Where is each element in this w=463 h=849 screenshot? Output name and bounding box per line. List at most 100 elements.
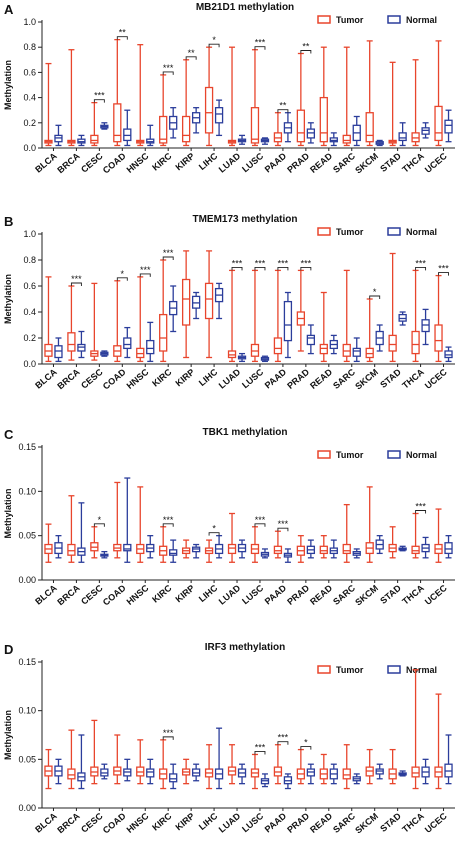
box [365,112,374,143]
y-tick-label: 0.8 [23,255,36,265]
box [444,542,453,555]
y-axis-label: Methylation [3,274,13,324]
box [411,766,420,778]
x-tick-label: LUAD [217,583,243,607]
x-tick-label: CESC [79,367,105,391]
x-tick-label: PRAD [285,811,311,835]
significance-label: *** [71,274,82,284]
y-tick-label: 0.00 [18,803,36,813]
x-tick-label: UCEC [423,151,449,175]
x-tick-label: KIRC [150,151,174,173]
chart-title: TBK1 methylation [202,427,287,438]
x-tick-label: SARC [331,583,357,607]
x-tick-label: HNSC [125,367,151,391]
x-tick-label: PAAD [263,367,289,391]
significance-label: *** [255,742,266,752]
legend-swatch [317,15,331,24]
significance-bracket [254,266,266,271]
box [434,105,443,142]
significance-label: * [121,269,125,279]
x-tick-label: SKCM [353,583,380,608]
box [204,86,214,134]
x-tick-label: BLCA [33,811,59,835]
box [123,543,132,552]
box [146,768,155,778]
significance-bracket [70,282,82,286]
legend-label: Normal [406,665,437,675]
box [352,347,361,357]
box [67,543,76,556]
box [434,324,443,352]
box [169,773,178,783]
significance-bracket [254,751,266,755]
x-tick-label: KIRC [150,583,174,605]
x-tick-label: STAD [378,151,403,174]
legend-label: Tumor [336,665,364,675]
x-tick-label: UCEC [423,811,449,835]
box [250,107,260,144]
x-tick-label: UCEC [423,583,449,607]
x-tick-label: KIRP [174,583,197,604]
x-tick-label: READ [308,583,334,607]
legend-label: Normal [406,15,437,25]
x-tick-label: LUAD [217,811,243,835]
y-tick-label: 0.4 [23,93,36,103]
significance-bracket [185,56,197,60]
x-tick-label: READ [308,367,334,391]
x-tick-label: LIHC [197,811,220,832]
box [146,339,155,355]
x-tick-label: THCA [400,151,426,175]
y-axis-label: Methylation [3,488,13,538]
x-tick-label: PRAD [285,367,311,391]
significance-bracket [162,523,174,527]
significance-label: *** [278,733,289,743]
x-tick-label: BLCA [33,151,59,175]
significance-bracket [231,266,243,271]
box [365,347,374,359]
significance-bracket [93,99,105,103]
significance-bracket [415,266,427,271]
legend-label: Normal [406,227,437,237]
legend-swatch [387,15,401,24]
significance-bracket [277,109,289,113]
box [398,132,407,142]
legend-swatch [317,227,331,236]
x-tick-label: COAD [101,583,128,608]
box [411,330,420,355]
significance-bracket [300,746,312,750]
y-tick-label: 0.2 [23,333,36,343]
significance-label: *** [415,258,426,268]
significance-bracket [369,295,381,299]
significance-label: *** [415,502,426,512]
x-tick-label: READ [308,811,334,835]
x-tick-label: LUAD [217,151,243,175]
significance-bracket [254,46,266,50]
y-tick-label: 0.2 [23,118,36,128]
significance-label: *** [232,258,243,268]
y-tick-label: 0.10 [18,706,36,716]
significance-label: *** [255,38,266,48]
significance-bracket [139,273,151,277]
x-tick-label: BLCA [33,583,59,607]
x-tick-label: LUSC [240,367,266,391]
box [67,768,76,780]
x-tick-label: PRAD [285,151,311,175]
significance-bracket [277,266,289,271]
x-tick-label: LUSC [240,151,266,175]
y-tick-label: 0.05 [18,531,36,541]
x-tick-label: CESC [79,151,105,175]
y-tick-label: 0.00 [18,575,36,585]
panel-letter: D [4,642,13,657]
significance-label: *** [255,515,266,525]
x-tick-label: SARC [331,367,357,391]
significance-label: ** [119,28,127,38]
x-tick-label: KIRP [174,367,197,388]
legend-swatch [387,665,401,674]
significance-bracket [116,36,128,40]
significance-bracket [277,741,289,745]
panel-letter: B [4,214,13,229]
box [214,107,224,124]
x-tick-label: BRCA [55,583,82,608]
box [411,545,420,555]
